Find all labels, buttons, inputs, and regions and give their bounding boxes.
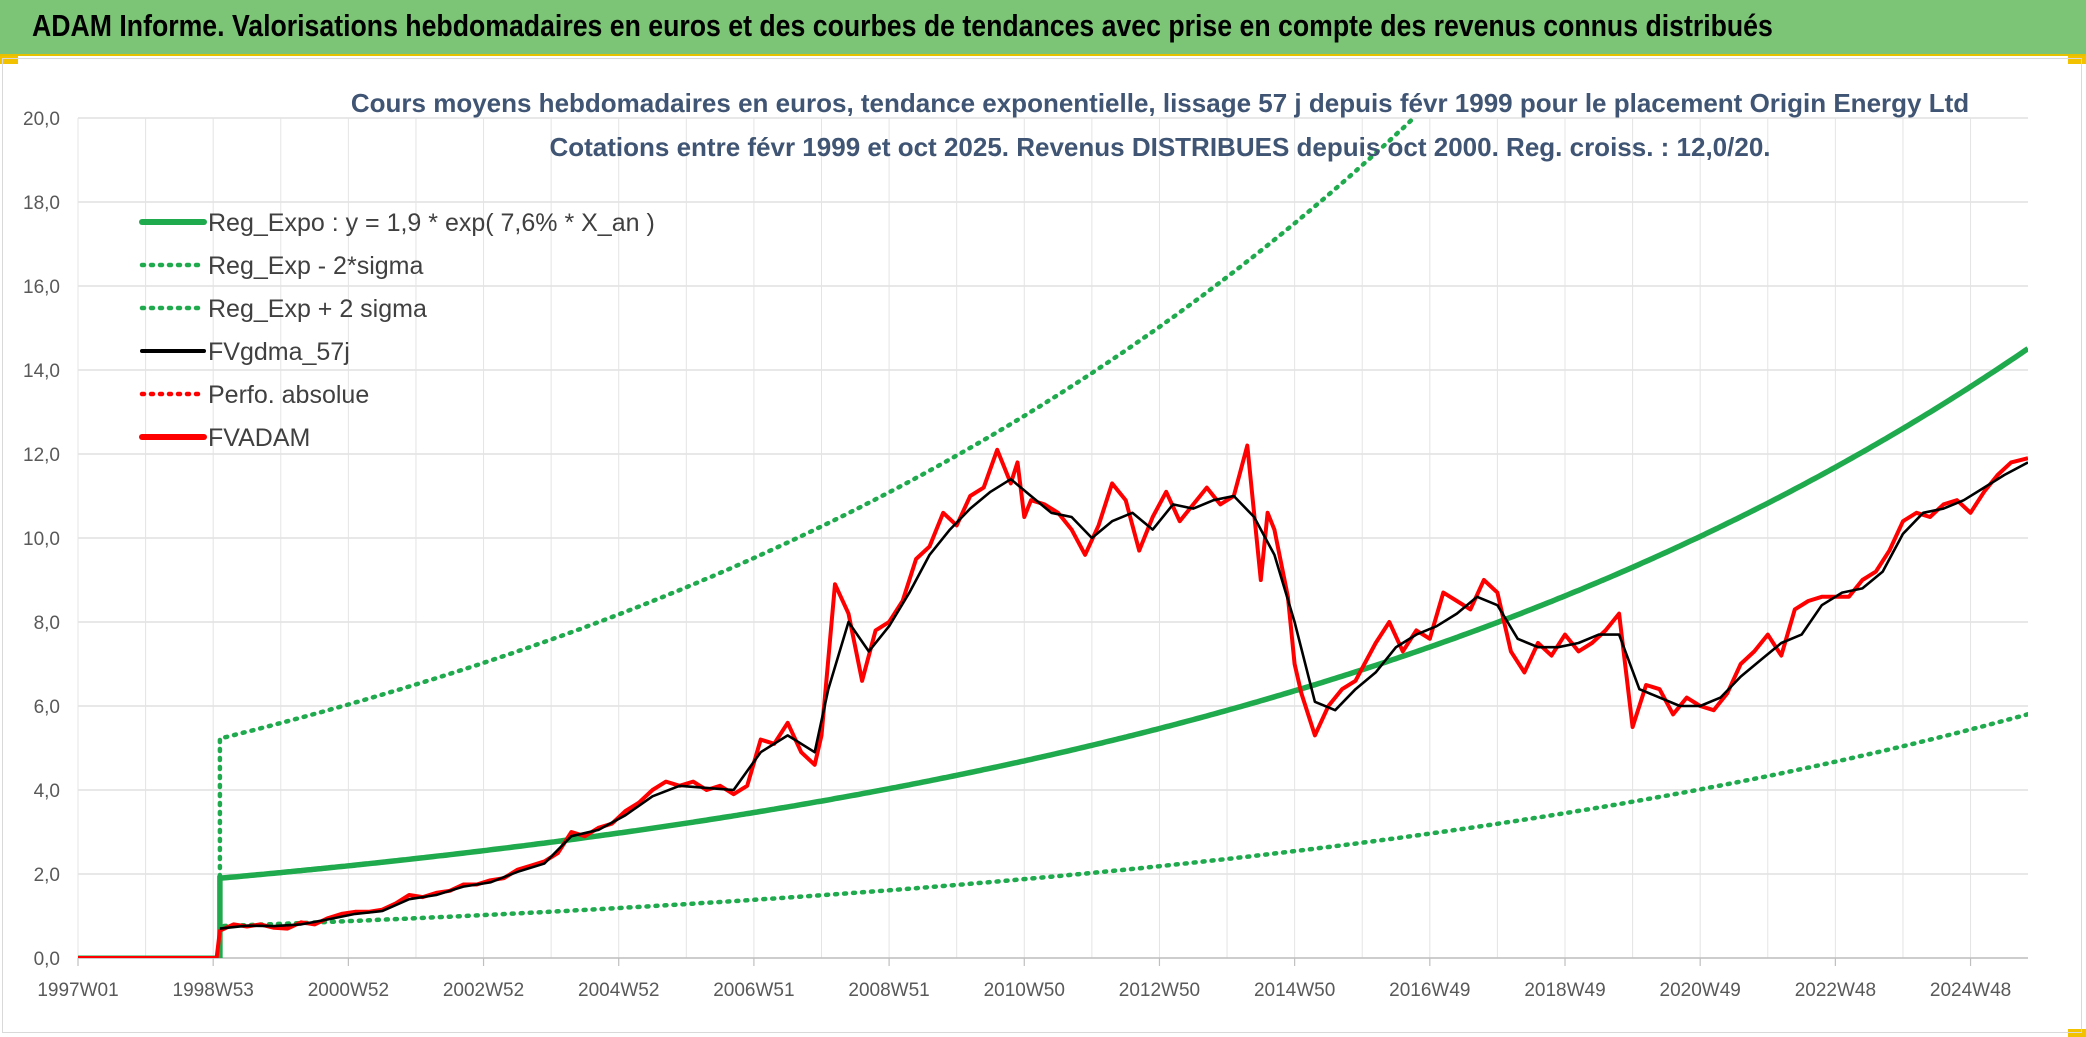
- chart-series: [78, 118, 2028, 958]
- x-tick-label: 2006W51: [713, 980, 794, 1001]
- x-tick-label: 2018W49: [1524, 980, 1605, 1001]
- chart-titles: Cours moyens hebdomadaires en euros, ten…: [351, 88, 1969, 162]
- report-title: ADAM Informe. Valorisations hebdomadaire…: [32, 8, 1773, 43]
- y-tick-label: 8,0: [34, 613, 60, 634]
- chart-legend: Reg_Expo : y = 1,9 * exp( 7,6% * X_an ) R…: [139, 209, 655, 452]
- x-tick-label: 2022W48: [1795, 980, 1876, 1001]
- x-tick-label: 2004W52: [578, 980, 659, 1001]
- y-tick-label: 18,0: [23, 193, 60, 214]
- chart-title-line-2: Cotations entre févr 1999 et oct 2025. R…: [549, 132, 1770, 162]
- x-tick-label: 2012W50: [1119, 980, 1200, 1001]
- y-tick-label: 6,0: [34, 697, 60, 718]
- x-tick-label: 2020W49: [1660, 980, 1741, 1001]
- chart-grid: [77, 117, 2028, 959]
- corner-mark-left: [0, 56, 18, 64]
- corner-mark-right: [2068, 56, 2086, 64]
- y-tick-label: 4,0: [34, 781, 60, 802]
- y-tick-label: 16,0: [23, 277, 60, 298]
- x-tick-label: 2002W52: [443, 980, 524, 1001]
- x-axis-ticks: 1997W01 1998W53 2000W52 2002W52 2004W52 2006W…: [37, 958, 2011, 1001]
- legend-entry-label: Reg_Exp + 2 sigma: [208, 295, 427, 323]
- y-tick-label: 2,0: [34, 865, 60, 886]
- report-banner: ADAM Informe. Valorisations hebdomadaire…: [0, 0, 2086, 56]
- y-tick-label: 14,0: [23, 361, 60, 382]
- reg-expo-line: [217, 346, 2028, 958]
- x-tick-label: 2014W50: [1254, 980, 1335, 1001]
- y-tick-label: 0,0: [34, 949, 60, 970]
- x-tick-label: 2016W49: [1389, 980, 1470, 1001]
- legend-entry-label: Reg_Exp - 2*sigma: [208, 252, 423, 280]
- y-tick-label: 20,0: [23, 109, 60, 130]
- x-tick-label: 2008W51: [848, 980, 929, 1001]
- y-tick-label: 10,0: [23, 529, 60, 550]
- x-tick-label: 1998W53: [173, 980, 254, 1001]
- x-tick-label: 2024W48: [1930, 980, 2011, 1001]
- x-tick-label: 1997W01: [37, 980, 118, 1001]
- legend-entry-label: Perfo. absolue: [208, 381, 369, 409]
- corner-mark-bottom-right: [2068, 1029, 2086, 1037]
- legend-entry-label: Reg_Expo : y = 1,9 * exp( 7,6% * X_an ): [208, 209, 655, 237]
- x-tick-label: 2000W52: [308, 980, 389, 1001]
- x-tick-label: 2010W50: [984, 980, 1065, 1001]
- legend-entry-label: FVADAM: [208, 424, 310, 452]
- fvadam-line: [78, 443, 2028, 958]
- reg-exp-plus-2sigma-line: [217, 118, 1417, 958]
- legend-entry-label: FVgdma_57j: [208, 338, 350, 366]
- fvgdma-57j-line: [219, 461, 2028, 930]
- chart-frame: [2, 58, 2082, 1033]
- reg-exp-minus-2sigma-line: [217, 711, 2028, 958]
- chart-title-line-1: Cours moyens hebdomadaires en euros, ten…: [351, 88, 1969, 118]
- y-axis-ticks: 0,0 2,0 4,0 6,0 8,0 10,0 12,0 14,0 16,0 18,0 20,0: [23, 109, 60, 970]
- y-tick-label: 12,0: [23, 445, 60, 466]
